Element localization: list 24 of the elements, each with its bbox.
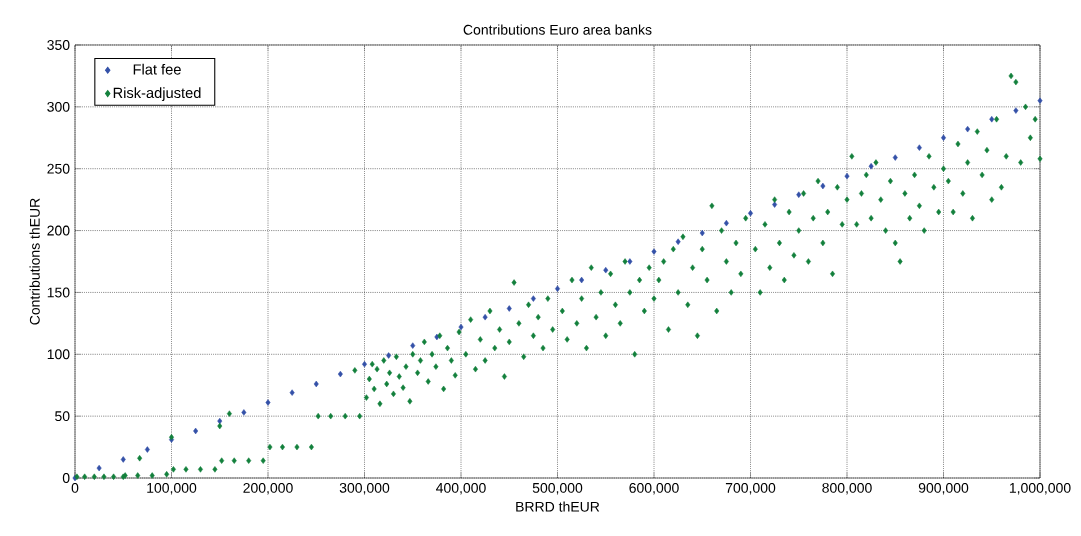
y-tick-label: 150 xyxy=(47,287,70,298)
x-tick-label: 1,000,000 xyxy=(1009,482,1071,495)
y-axis-title: Contributions thEUR xyxy=(29,198,40,325)
legend-label: Risk-adjusted xyxy=(113,87,201,101)
legend-label: Flat fee xyxy=(133,63,181,75)
x-tick-label: 500,000 xyxy=(532,482,583,495)
x-tick-label: 0 xyxy=(71,482,79,493)
y-tick-label: 50 xyxy=(55,411,70,422)
x-tick-label: 800,000 xyxy=(822,482,872,495)
y-tick-label: 100 xyxy=(47,349,70,360)
y-tick-label: 200 xyxy=(47,225,70,236)
y-tick-label: 350 xyxy=(47,40,70,50)
y-tick-label: 300 xyxy=(47,101,70,112)
x-tick-label: 200,000 xyxy=(243,482,293,495)
x-tick-label: 700,000 xyxy=(725,482,776,495)
x-tick-label: 300,000 xyxy=(339,482,390,495)
x-tick-label: 400,000 xyxy=(436,482,486,495)
x-tick-label: 900,000 xyxy=(918,482,969,495)
x-tick-label: 600,000 xyxy=(629,482,679,495)
x-axis-title: BRRD thEUR xyxy=(516,501,600,512)
chart-title: Contributions Euro area banks xyxy=(463,24,652,35)
y-tick-label: 0 xyxy=(62,473,70,483)
y-tick-label: 250 xyxy=(47,163,70,174)
x-tick-label: 100,000 xyxy=(147,482,197,495)
